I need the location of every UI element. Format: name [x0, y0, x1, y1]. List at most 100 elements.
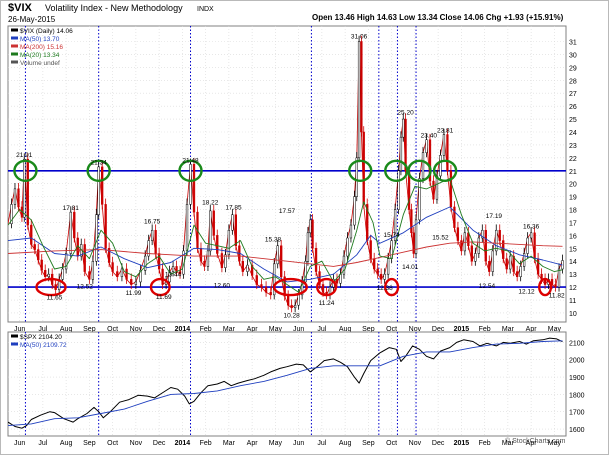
legend-swatch-ma50: [11, 36, 18, 40]
price-candle: [306, 232, 310, 262]
price-candle: [463, 232, 467, 252]
price-candle: [554, 284, 557, 288]
legend-swatch-spx: [11, 334, 18, 338]
price-candle: [533, 232, 536, 259]
y-tick-label: 20: [569, 182, 577, 189]
x-tick-label: Mar: [502, 326, 515, 333]
price-candle: [484, 229, 487, 262]
y-tick-label: 12: [569, 285, 577, 292]
price-candle: [318, 271, 321, 285]
value-annotation: 11.65: [47, 295, 63, 302]
y-tick-label: 29: [569, 65, 577, 72]
legend-label-price: $VIX (Daily) 14.06: [20, 28, 73, 35]
x-tick-label: Apr: [247, 326, 259, 333]
price-candle: [412, 232, 415, 254]
y-tick-label: 2100: [569, 340, 585, 347]
price-candle: [311, 219, 314, 249]
x-tick-label: Nov: [409, 326, 422, 333]
price-candle: [88, 271, 91, 280]
plot-area: [7, 331, 567, 437]
legend-swatch-volume: [11, 60, 18, 64]
y-tick-label: 10: [569, 311, 577, 318]
x-tick-label: Apr: [526, 440, 538, 447]
series-line-spx_ma: [8, 340, 563, 427]
price-candle: [154, 229, 157, 254]
top-circle-marker: [432, 159, 458, 182]
y-tick-label: 14: [569, 259, 577, 266]
price-candle: [529, 232, 533, 239]
x-tick-label: Aug: [60, 326, 73, 333]
price-candle: [297, 294, 300, 306]
plot-inner: [8, 332, 566, 436]
value-annotation: 11.69: [156, 294, 172, 301]
ohlc-label: Open 13.46 High 14.63 Low 13.34 Close 14…: [312, 13, 564, 22]
value-annotation: 16.36: [523, 224, 540, 231]
x-tick-label: Jul: [317, 326, 326, 333]
x-tick-label: Oct: [386, 440, 397, 447]
price-candle: [64, 253, 68, 270]
price-candle: [54, 284, 57, 290]
y-tick-label: 15: [569, 246, 577, 253]
price-candle: [101, 166, 104, 205]
price-candle: [37, 249, 40, 261]
exchange-label: INDX: [197, 6, 214, 13]
symbol-label: $VIX: [8, 2, 33, 14]
price-candle: [460, 240, 463, 252]
price-candle: [505, 258, 508, 270]
y-tick-label: 22: [569, 156, 577, 163]
series-line-spx: [8, 337, 563, 429]
price-candle: [241, 260, 244, 272]
price-candle: [171, 266, 175, 272]
price-candle: [418, 178, 421, 221]
price-candle: [421, 152, 425, 179]
price-candle: [393, 209, 397, 241]
legend-swatch-spx_ma: [11, 342, 18, 346]
price-candle: [373, 258, 376, 270]
y-tick-label: 19: [569, 195, 577, 202]
price-candle: [498, 229, 501, 241]
value-annotation: 11.99: [126, 290, 142, 297]
price-candle: [335, 279, 339, 284]
price-candle: [206, 250, 210, 267]
price-candle: [224, 254, 227, 268]
price-candle: [23, 158, 26, 218]
bottom-circle-marker: [316, 277, 338, 297]
price-candle: [339, 273, 342, 284]
price-candle: [30, 224, 33, 245]
price-candle: [453, 206, 456, 228]
chart-header: $VIX Volatility Index - New Methodology …: [8, 2, 566, 445]
price-candle: [17, 188, 20, 208]
y-tick-label: 16: [569, 233, 577, 240]
legend-label-spx_ma: MA(50) 2109.72: [20, 342, 67, 349]
y-tick-label: 24: [569, 130, 577, 137]
value-annotation: 15.52: [432, 235, 449, 242]
top-circle-marker: [407, 159, 432, 182]
y-tick-label: 1900: [569, 375, 585, 382]
legend-label-ma20: MA(20) 13.34: [20, 52, 60, 59]
x-tick-label: Apr: [247, 440, 259, 447]
x-tick-label: Jun: [14, 326, 25, 333]
price-candle: [491, 250, 494, 272]
price-candle: [386, 258, 390, 275]
price-candle: [314, 248, 318, 272]
price-candle: [540, 273, 543, 280]
price-candle: [550, 279, 554, 285]
value-annotation: 12.60: [214, 282, 231, 289]
price-candle: [321, 284, 325, 293]
price-candle: [269, 292, 272, 296]
price-candle: [116, 271, 119, 278]
spx-panel: 1600 1700 1800 1900 2000 2100 Jun Jul Aug Sep Oct N…: [7, 331, 585, 447]
price-candle: [61, 268, 64, 280]
x-tick-label: Oct: [107, 440, 118, 447]
value-annotation: 12.54: [479, 283, 496, 290]
watermark-label: © StockCharts.com: [505, 437, 566, 445]
x-tick-label: Oct: [107, 326, 118, 333]
price-candle: [260, 284, 263, 288]
price-candle: [399, 136, 403, 172]
price-candle: [280, 245, 283, 278]
price-candle: [189, 164, 192, 205]
price-candle: [495, 229, 498, 252]
x-tick-label: Feb: [200, 440, 212, 447]
value-annotation: 17.19: [486, 213, 503, 220]
